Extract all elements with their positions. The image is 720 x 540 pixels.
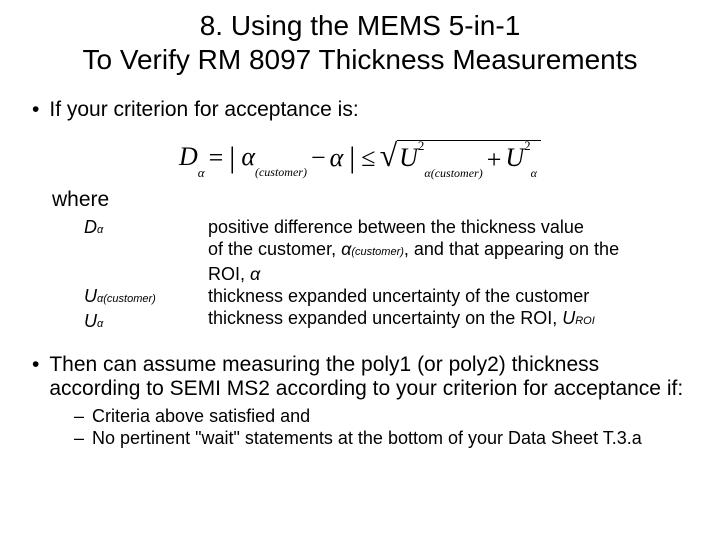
sub-bullet-1-text: Criteria above satisfied and bbox=[92, 405, 310, 427]
bullet-2-text: Then can assume measuring the poly1 (or … bbox=[49, 353, 692, 401]
bullet-2: • Then can assume measuring the poly1 (o… bbox=[32, 353, 692, 401]
def-text-2: thickness expanded uncertainty of the cu… bbox=[208, 285, 692, 307]
title-line-2: To Verify RM 8097 Thickness Measurements bbox=[28, 44, 692, 76]
equation: Dα = | α(customer) − α | ≤ √ U2α(custome… bbox=[179, 140, 541, 176]
sqrt: √ U2α(customer) + U2α bbox=[380, 140, 541, 176]
def-text-1c: ROI, α bbox=[208, 263, 692, 285]
sub-bullet-2: – No pertinent "wait" statements at the … bbox=[74, 427, 692, 449]
def-symbols-col: Dα Uα(customer) Uα bbox=[84, 216, 208, 335]
sym-u-alpha: Uα bbox=[84, 310, 208, 335]
sym-d-alpha: Dα bbox=[84, 216, 208, 241]
bullet-marker: • bbox=[32, 98, 39, 122]
dash-marker: – bbox=[74, 427, 84, 449]
where-label: where bbox=[52, 188, 692, 212]
def-texts-col: positive difference between the thicknes… bbox=[208, 216, 692, 335]
sub-bullets: – Criteria above satisfied and – No pert… bbox=[74, 405, 692, 449]
definitions: Dα Uα(customer) Uα positive difference b… bbox=[84, 216, 692, 335]
dash-marker: – bbox=[74, 405, 84, 427]
bullet-1: • If your criterion for acceptance is: bbox=[32, 98, 692, 122]
sym-u-alpha-customer: Uα(customer) bbox=[84, 285, 208, 310]
sub-bullet-1: – Criteria above satisfied and bbox=[74, 405, 692, 427]
def-text-1a: positive difference between the thicknes… bbox=[208, 216, 692, 238]
def-text-3: thickness expanded uncertainty on the RO… bbox=[208, 307, 692, 332]
def-text-1b: of the customer, α(customer), and that a… bbox=[208, 238, 692, 263]
bullet-marker: • bbox=[32, 353, 39, 401]
bullet-1-text: If your criterion for acceptance is: bbox=[49, 98, 358, 122]
slide-title: 8. Using the MEMS 5-in-1 To Verify RM 80… bbox=[28, 10, 692, 76]
title-line-1: 8. Using the MEMS 5-in-1 bbox=[28, 10, 692, 42]
equation-block: Dα = | α(customer) − α | ≤ √ U2α(custome… bbox=[28, 140, 692, 176]
sub-bullet-2-text: No pertinent "wait" statements at the bo… bbox=[92, 427, 642, 449]
